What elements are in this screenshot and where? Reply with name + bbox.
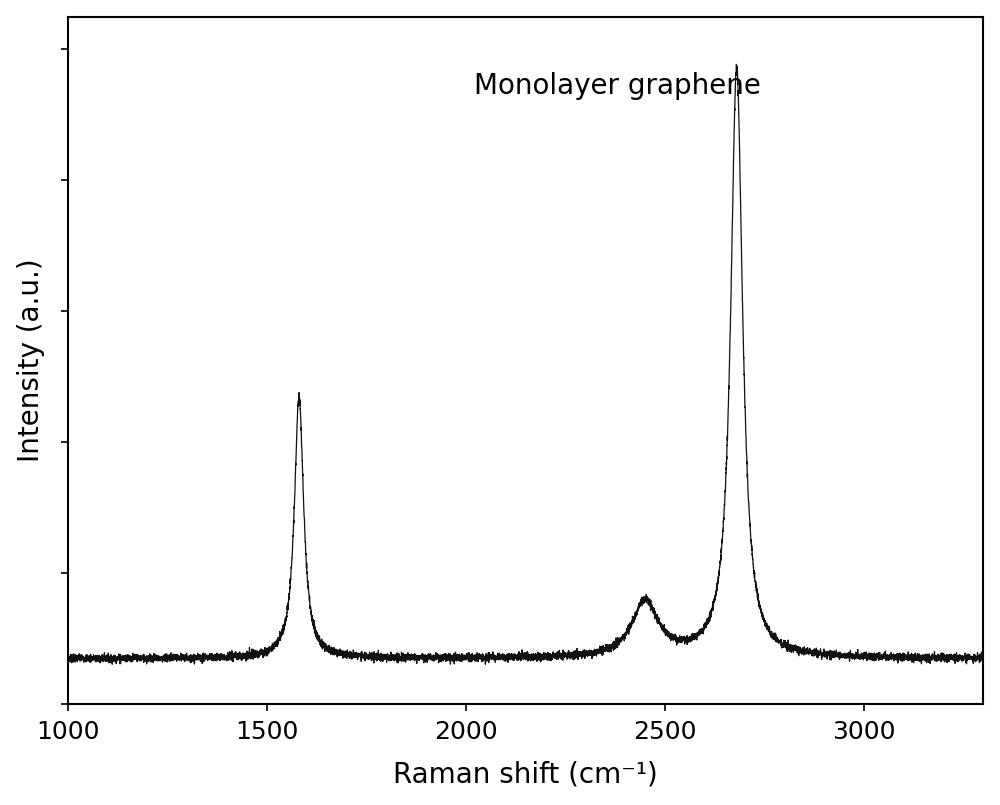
Y-axis label: Intensity (a.u.): Intensity (a.u.) [17, 258, 45, 462]
X-axis label: Raman shift (cm⁻¹): Raman shift (cm⁻¹) [393, 761, 658, 788]
Text: Monolayer graphene: Monolayer graphene [474, 72, 761, 100]
